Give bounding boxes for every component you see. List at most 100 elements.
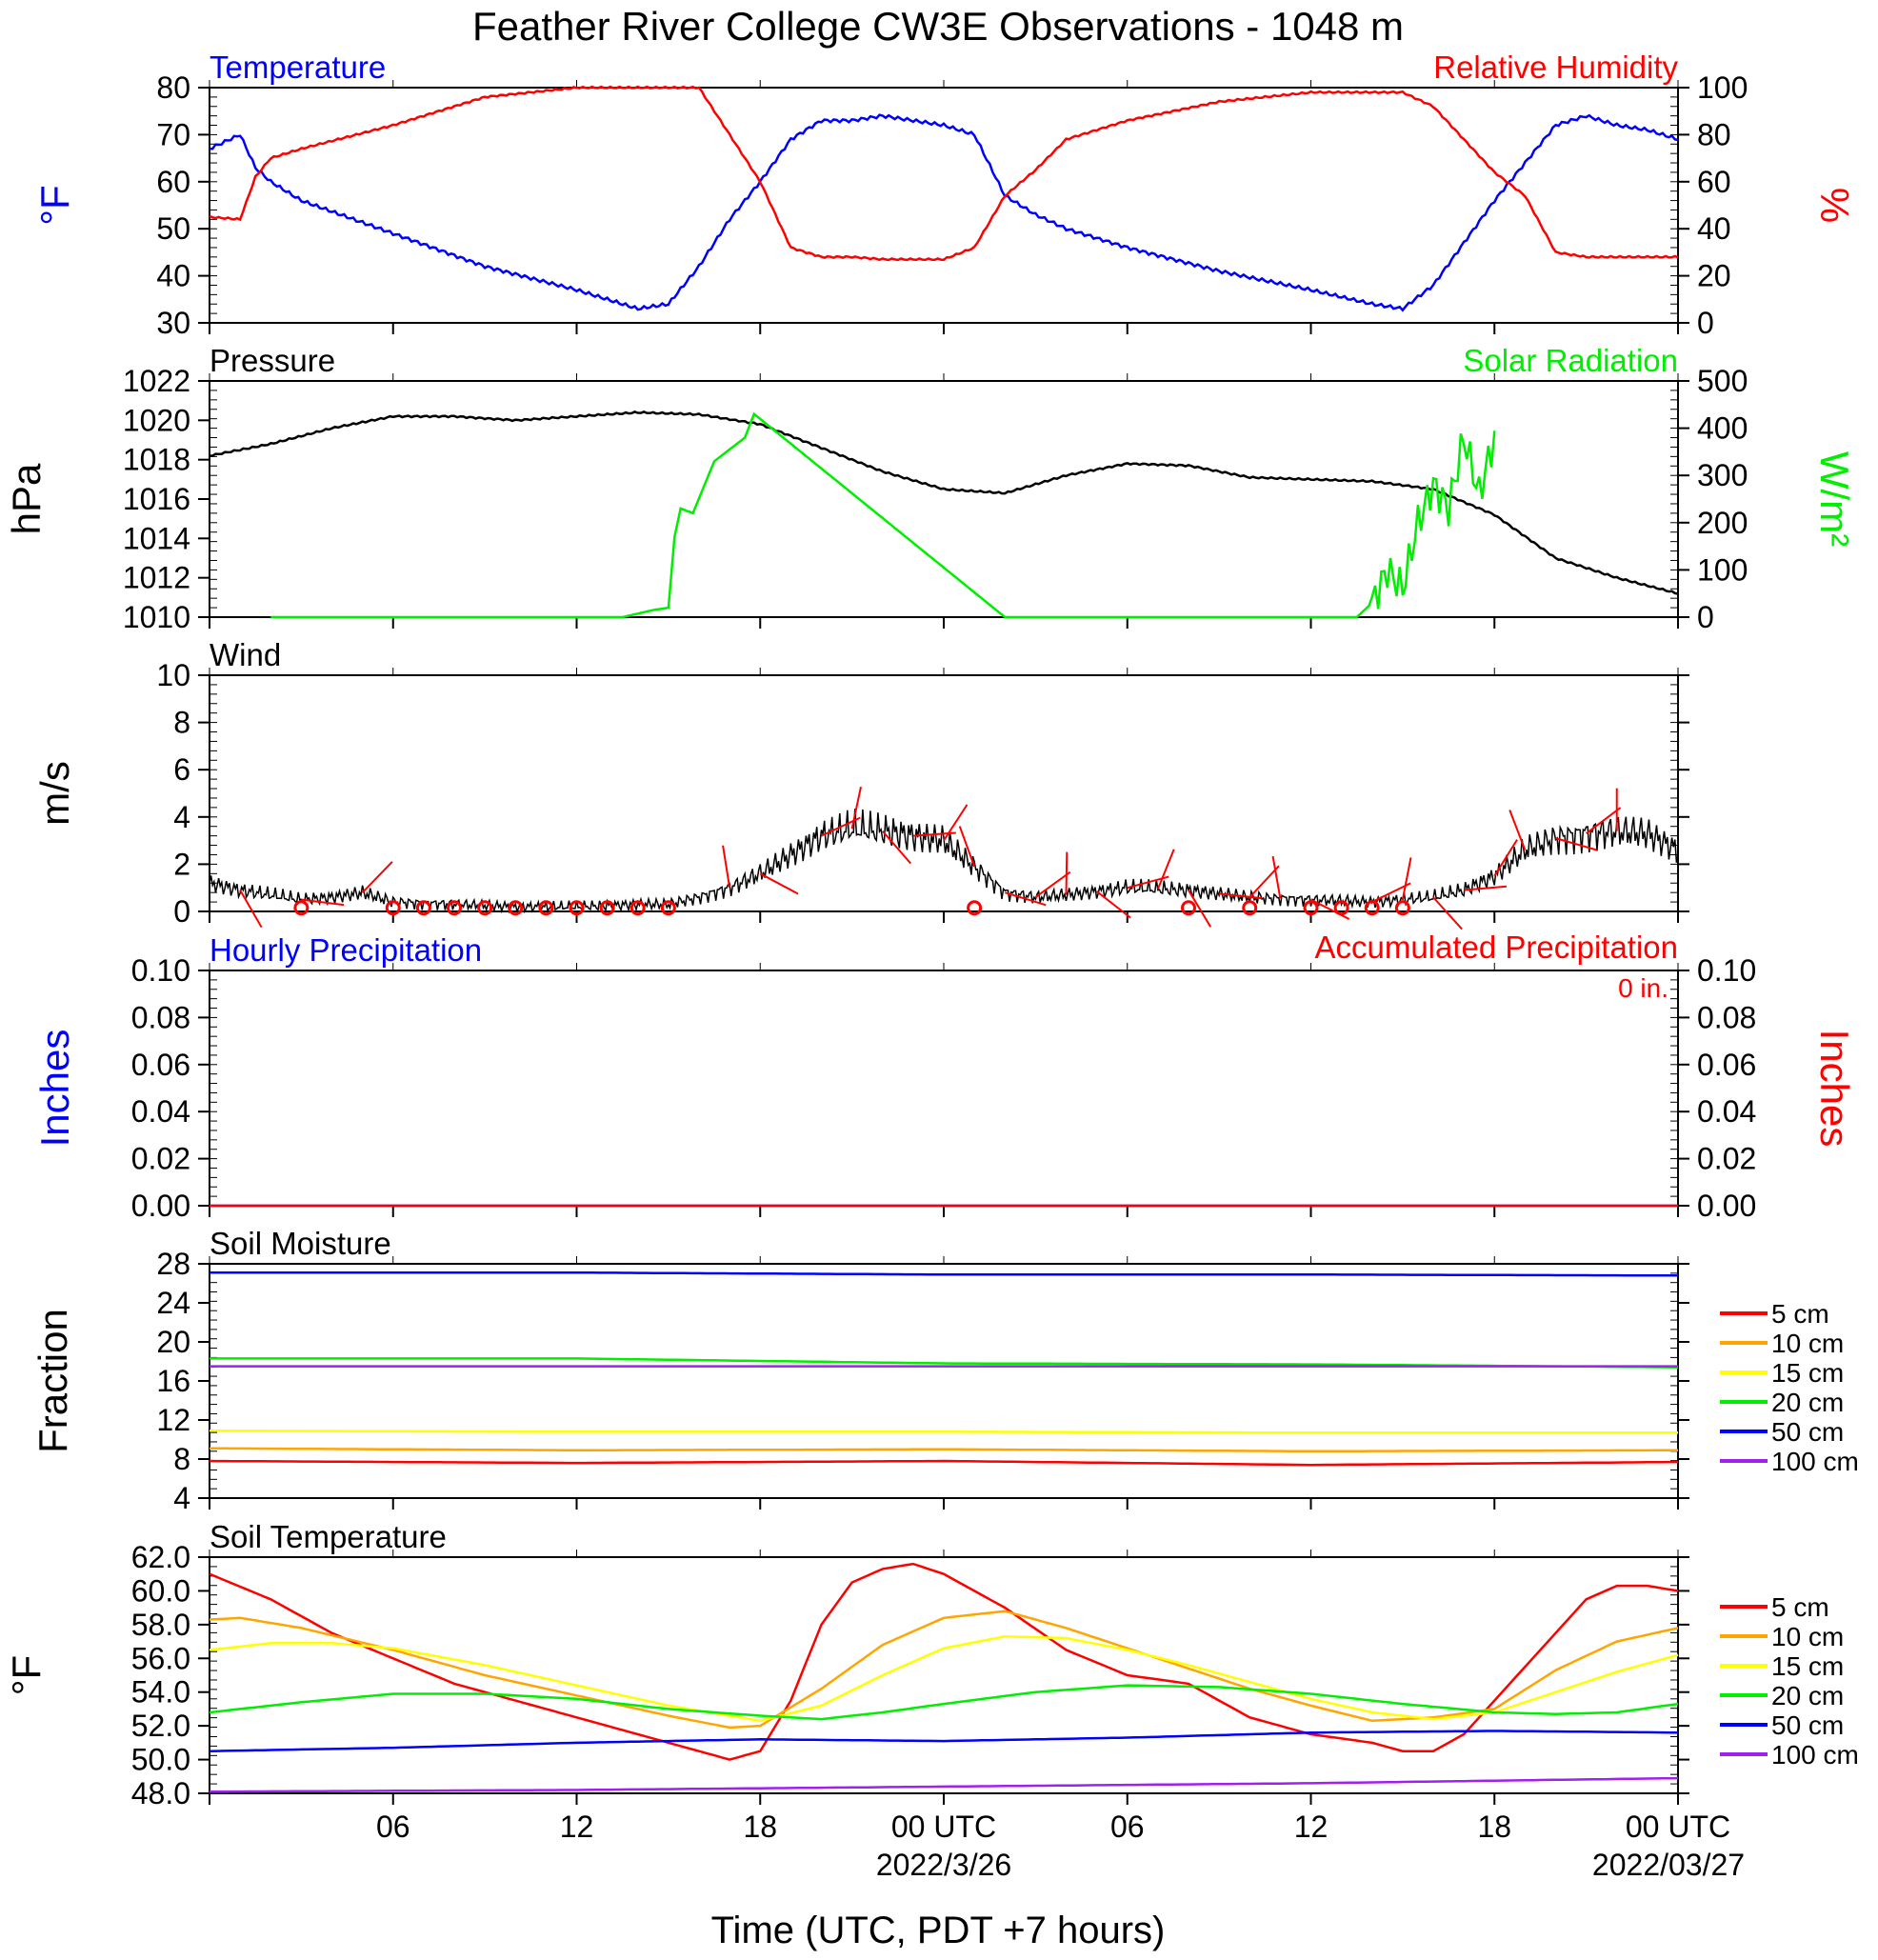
y-tick-label: 1020 [123,403,190,437]
calm-marker [1333,900,1349,916]
y-tick-label: 80 [156,70,190,105]
y-axis-label-right: % [1812,188,1857,223]
legend-label: 15 cm [1771,1358,1844,1388]
y-tick-label: 30 [156,306,190,340]
panel-annotation: 0 in. [1618,973,1668,1003]
series-5-cm [209,1459,1678,1467]
y-tick-label: 24 [156,1286,190,1320]
plot-frame [209,1556,1679,1794]
y-tick-label: 58.0 [131,1608,190,1642]
wind-barb [1249,865,1280,898]
y-tick-label: 0.08 [131,1000,190,1034]
calm-marker [1303,900,1319,916]
series-relative-humidity [209,85,1679,262]
wind-barb [1493,839,1518,877]
x-tick-label: 18 [1477,1810,1511,1844]
y-axis-label-left: °F [32,185,77,225]
y-tick-label: 6 [173,752,190,787]
y-tick-label: 2 [173,847,190,881]
calm-marker [1394,900,1410,916]
calm-marker [508,900,524,916]
y-tick-label: 1016 [123,482,190,516]
y-tick-label-right: 40 [1697,211,1731,246]
x-tick-label: 00 UTC [1626,1810,1730,1844]
panel-soil_moisture: 4 8 12 16 20 24 28 Soil Moisture Fraction 5 cm10 … [30,1226,1859,1515]
legend-label: 10 cm [1771,1622,1844,1651]
series-10-cm [209,1610,1679,1730]
y-tick-label: 0.00 [131,1189,190,1223]
panel-title-left: Soil Temperature [210,1519,447,1554]
y-tick-label-right: 200 [1697,506,1748,540]
wind-barb [943,804,969,842]
y-tick-label: 12 [156,1403,190,1437]
y-tick-label-right: 0.06 [1697,1048,1756,1082]
x-tick-label: 18 [743,1810,777,1844]
series-15-cm [209,1635,1679,1723]
y-tick-label-right: 0.10 [1697,953,1756,988]
wind-barb [1432,896,1463,930]
y-tick-label-right: 100 [1697,70,1748,105]
y-tick-label: 1014 [123,521,190,555]
y-tick-label: 0.04 [131,1094,190,1129]
y-tick-label: 1012 [123,561,190,595]
series-50-cm [210,1270,1678,1277]
calm-marker [447,900,462,916]
y-tick-label: 1022 [123,364,190,398]
y-axis-label-left: hPa [4,463,49,534]
wind-barb [1004,891,1047,907]
y-tick-label: 16 [156,1364,190,1398]
wind-barb [1508,810,1527,850]
legend-label: 15 cm [1771,1651,1844,1681]
wind-barb [1401,857,1412,900]
legend-label: 50 cm [1771,1710,1844,1740]
y-tick-label: 60.0 [131,1573,190,1608]
plot-frame [209,970,1679,1207]
series-wind-speed [209,809,1679,914]
wind-barb [239,890,263,929]
y-axis-label-left: m/s [32,761,77,826]
x-tick-label: 00 UTC [891,1810,996,1844]
panel-title-left: Wind [210,637,281,672]
wind-barb [1310,898,1350,920]
wind-barb [850,786,862,830]
series-20-cm [209,1684,1679,1721]
y-tick-label-right: 300 [1697,458,1748,492]
y-tick-label: 1010 [123,600,190,634]
figure-title: Feather River College CW3E Observations … [472,4,1404,49]
y-tick-label-right: 60 [1697,165,1731,199]
legend-label: 100 cm [1771,1740,1859,1770]
calm-marker [415,900,431,916]
y-tick-label: 0.10 [131,953,190,988]
panel-title-right: Accumulated Precipitation [1314,930,1678,965]
x-tick-label: 12 [560,1810,594,1844]
panel-pressure_solar: 1010 1012 1014 1016 1018 1020 1022 0 100 200 300 40… [4,343,1857,634]
y-tick-label: 1018 [123,443,190,477]
x-date-label: 2022/03/27 [1592,1848,1745,1882]
y-tick-label-right: 500 [1697,364,1748,398]
y-tick-label: 8 [173,1442,190,1476]
y-tick-label-right: 100 [1697,552,1748,587]
panel-title-left: Hourly Precipitation [210,932,482,968]
y-tick-label-right: 0 [1697,306,1714,340]
legend-label: 20 cm [1771,1388,1844,1417]
y-axis-label-left: Inches [32,1030,77,1148]
calm-marker [385,900,401,916]
y-tick-label: 56.0 [131,1641,190,1675]
x-tick-label: 12 [1294,1810,1329,1844]
y-tick-label-right: 0.02 [1697,1142,1756,1176]
y-tick-label-right: 400 [1697,411,1748,446]
y-tick-label-right: 0.00 [1697,1189,1756,1223]
calm-marker [569,900,585,916]
calm-marker [629,900,646,916]
wind-barb [1156,849,1175,890]
calm-marker [967,900,983,916]
wind-barb [759,872,799,895]
y-tick-label: 50 [156,211,190,246]
wind-barb [1464,885,1508,891]
calm-marker [293,900,310,916]
wind-barb [1555,837,1598,851]
